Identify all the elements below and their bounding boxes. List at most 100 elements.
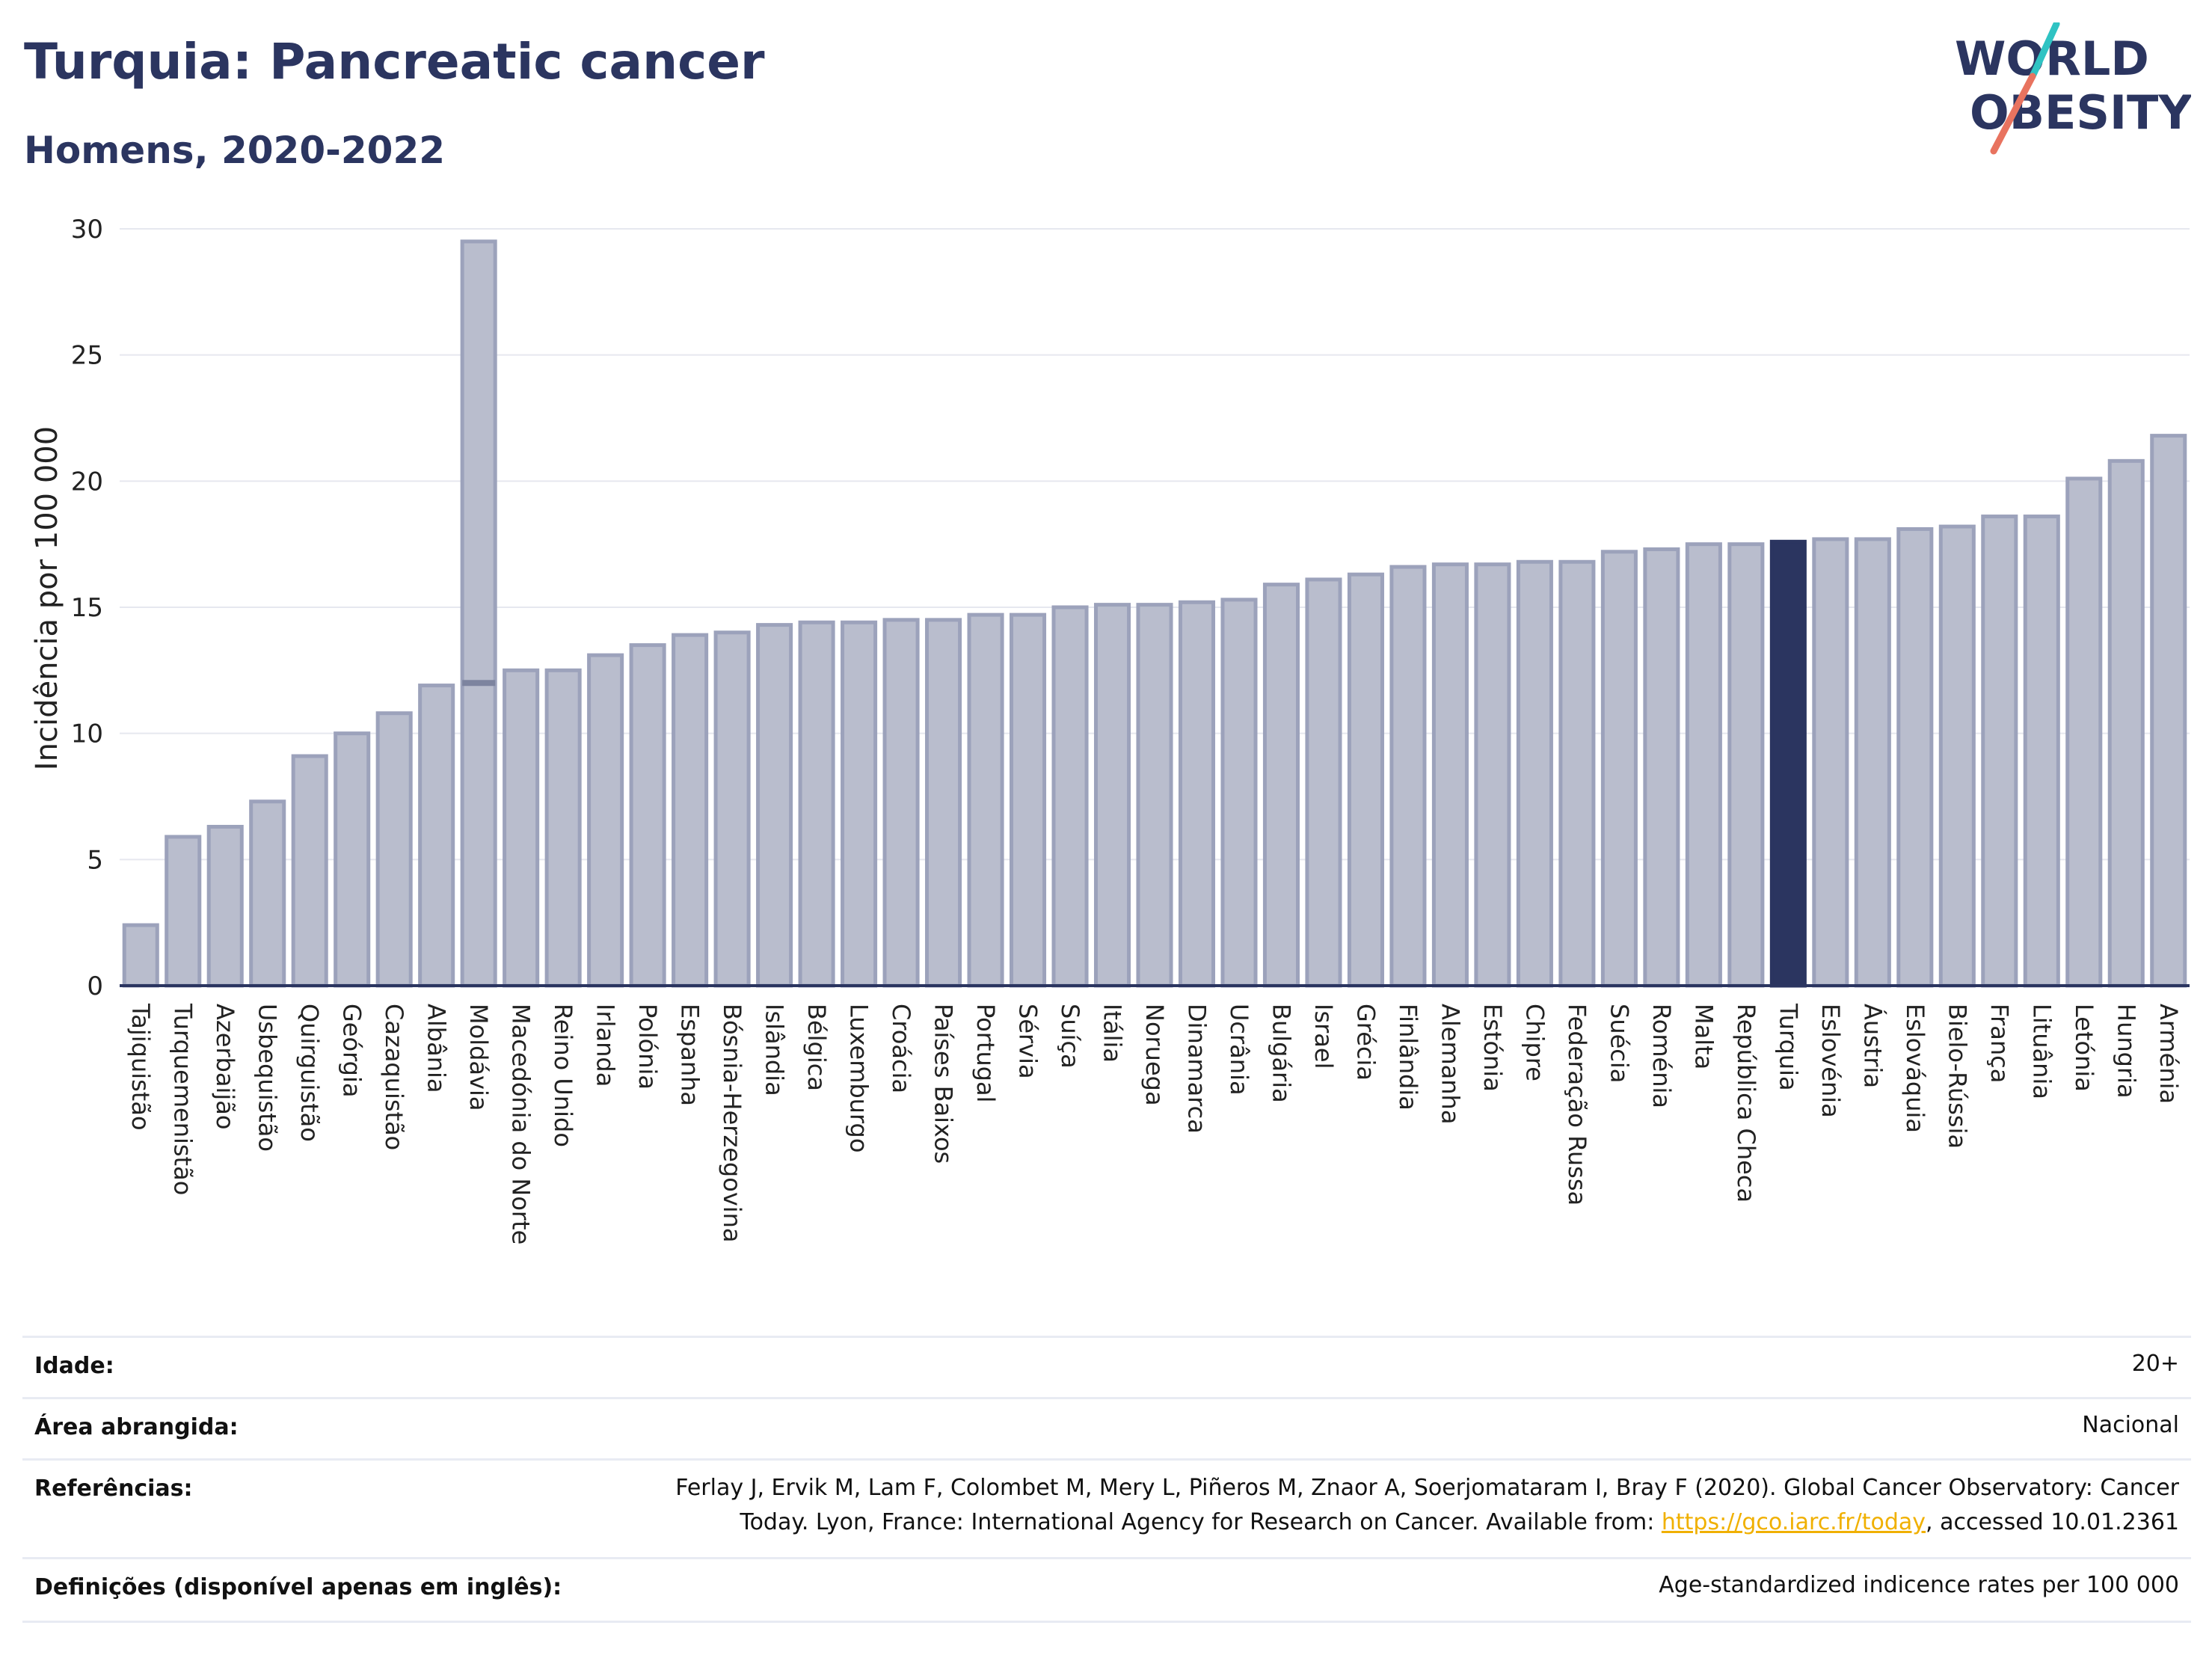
bar-turquemenistão[interactable] <box>165 835 202 988</box>
x-tick-label: Suíça <box>1056 1004 1084 1069</box>
bar-polónia[interactable] <box>629 643 666 988</box>
bar-moldávia[interactable] <box>460 239 497 988</box>
x-tick-label: Grécia <box>1351 1004 1380 1081</box>
y-tick-label: 30 <box>71 215 103 245</box>
x-tick-label: Chipre <box>1520 1004 1549 1081</box>
bar-arménia[interactable] <box>2150 434 2187 988</box>
x-tick-label: Reino Unido <box>549 1004 577 1147</box>
bar-luxemburgo[interactable] <box>841 620 878 988</box>
x-tick-label: Croácia <box>887 1004 915 1093</box>
y-axis-label: Incidência por 100 000 <box>30 426 64 770</box>
x-tick-label: Bulgária <box>1267 1004 1295 1103</box>
bar-suíça[interactable] <box>1051 605 1089 988</box>
axes: 0 5 10 15 20 25 30 Tajiquistão Turquemenistão Aze… <box>71 215 2190 1244</box>
x-tick-label: Turquemenistão <box>169 1003 197 1195</box>
meta-row-references: Referências: Ferlay J, Ervik M, Lam F, C… <box>22 1458 2191 1559</box>
bar-letónia[interactable] <box>2065 476 2103 988</box>
bar-alemanha[interactable] <box>1431 562 1469 988</box>
bar-croácia[interactable] <box>882 618 920 988</box>
x-tick-label: Turquia <box>1774 1003 1802 1091</box>
y-tick-label: 0 <box>87 971 103 1001</box>
bar-azerbaijão[interactable] <box>206 824 244 988</box>
bar-estónia[interactable] <box>1474 562 1511 988</box>
bar-albânia[interactable] <box>418 684 455 988</box>
bar-chipre[interactable] <box>1516 559 1553 988</box>
y-tick-label: 25 <box>71 341 103 371</box>
x-tick-label: Lituânia <box>2027 1004 2056 1099</box>
meta-row-definitions: Definições (disponível apenas em inglês)… <box>22 1557 2191 1623</box>
x-tick-label: Estónia <box>1478 1004 1507 1092</box>
bar-israel[interactable] <box>1305 577 1342 988</box>
bar-grécia[interactable] <box>1347 572 1384 988</box>
x-tick-label: Islândia <box>761 1004 789 1096</box>
meta-label-definitions: Definições (disponível apenas em inglês)… <box>34 1574 562 1600</box>
x-tick-label: Albânia <box>423 1004 451 1093</box>
bar-eslováquia[interactable] <box>1896 526 1934 988</box>
x-tick-label: Arménia <box>2154 1004 2183 1104</box>
bar-eslovénia[interactable] <box>1812 537 1849 988</box>
meta-label-age: Idade: <box>34 1353 114 1379</box>
x-tick-label: Tajiquistão <box>126 1003 155 1131</box>
bar-dinamarca[interactable] <box>1178 600 1216 988</box>
chart-title: Turquia: Pancreatic cancer <box>24 33 765 90</box>
x-tick-label: Bélgica <box>802 1004 831 1091</box>
bar-turquia[interactable] <box>1769 539 1807 988</box>
bar-bielo-rússia[interactable] <box>1938 524 1976 988</box>
x-tick-label: Países Baixos <box>930 1004 958 1164</box>
bar-irlanda[interactable] <box>587 653 624 988</box>
meta-value-references: Ferlay J, Ervik M, Lam F, Colombet M, Me… <box>675 1471 2179 1540</box>
x-tick-label: Geórgia <box>338 1004 366 1097</box>
meta-value-definitions: Age-standardized indicence rates per 100… <box>1659 1572 2179 1598</box>
meta-row-area: Área abrangida: Nacional <box>22 1397 2191 1461</box>
reference-line-2: Today. Lyon, France: International Agenc… <box>675 1505 2179 1540</box>
bar-suécia[interactable] <box>1600 550 1638 988</box>
x-tick-label: República Checa <box>1732 1004 1760 1203</box>
bar-áustria[interactable] <box>1854 537 1891 988</box>
x-tick-label: Bielo-Rússia <box>1943 1004 1971 1149</box>
bar-reino-unido[interactable] <box>544 668 582 988</box>
bar-geórgia[interactable] <box>334 731 371 988</box>
bar-república-checa[interactable] <box>1727 542 1765 988</box>
bar-lituânia[interactable] <box>2023 515 2060 988</box>
bar-islândia[interactable] <box>756 623 793 988</box>
bar-finlândia[interactable] <box>1389 565 1427 988</box>
bar-ucrânia[interactable] <box>1220 598 1258 988</box>
bar-bélgica[interactable] <box>798 620 835 988</box>
bar-cazaquistão[interactable] <box>375 711 413 988</box>
reference-line-1: Ferlay J, Ervik M, Lam F, Colombet M, Me… <box>675 1475 2179 1501</box>
y-tick-label: 15 <box>71 593 103 623</box>
x-tick-label: Eslováquia <box>1901 1004 1929 1133</box>
x-tick-label: Eslovénia <box>1816 1004 1845 1118</box>
bar-roménia[interactable] <box>1643 547 1680 988</box>
bar-hungria[interactable] <box>2107 458 2145 988</box>
meta-label-area: Área abrangida: <box>34 1414 239 1440</box>
x-tick-label: Áustria <box>1858 1004 1887 1088</box>
bar-frança[interactable] <box>1981 515 2018 988</box>
bar-macedónia-do-norte[interactable] <box>503 668 540 988</box>
bar-itália[interactable] <box>1093 603 1131 988</box>
bar-usbequistão[interactable] <box>249 799 286 988</box>
bar-quirguistão[interactable] <box>291 754 328 988</box>
bar-sérvia[interactable] <box>1009 612 1047 988</box>
bar-países-baixos[interactable] <box>925 618 962 988</box>
logo-slash-teal <box>2029 22 2060 80</box>
bar-malta[interactable] <box>1685 542 1722 988</box>
x-tick-label: Irlanda <box>592 1004 620 1087</box>
bar-bósnia-herzegovina[interactable] <box>713 630 751 988</box>
x-tick-label: Hungria <box>2112 1004 2140 1099</box>
reference-link[interactable]: https://gco.iarc.fr/today <box>1661 1509 1926 1535</box>
bar-espanha[interactable] <box>672 633 709 988</box>
bar-bulgária[interactable] <box>1262 583 1300 988</box>
meta-label-references: Referências: <box>34 1476 193 1502</box>
bar-tajiquistão[interactable] <box>122 923 159 988</box>
chart-subtitle: Homens, 2020-2022 <box>24 129 446 172</box>
x-tick-label: Ucrânia <box>1225 1004 1253 1096</box>
x-tick-label: Finlândia <box>1394 1004 1422 1111</box>
bar-noruega[interactable] <box>1136 603 1173 988</box>
bar-portugal[interactable] <box>967 612 1004 988</box>
x-tick-label: Bósnia-Herzegovina <box>718 1004 746 1243</box>
x-tick-label: Moldávia <box>464 1004 493 1111</box>
meta-value-age: 20+ <box>2131 1351 2179 1377</box>
bar-federação-russa[interactable] <box>1558 559 1596 988</box>
x-tick-label: Letónia <box>2070 1004 2098 1092</box>
